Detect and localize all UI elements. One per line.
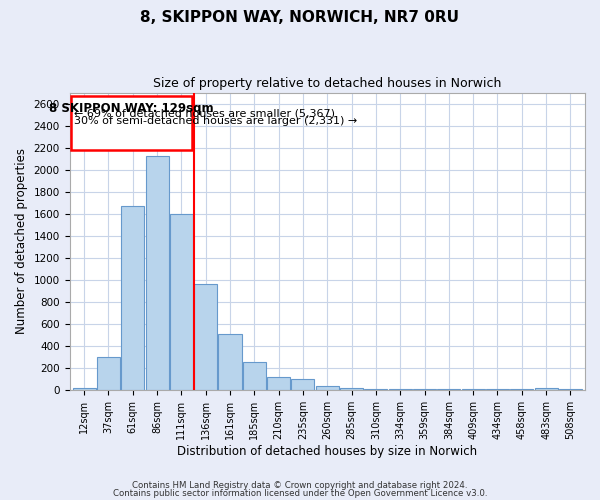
Bar [292, 380, 314, 390]
Bar [364, 388, 388, 390]
Y-axis label: Number of detached properties: Number of detached properties [15, 148, 28, 334]
Bar [316, 386, 339, 390]
Bar [170, 214, 193, 390]
Text: Contains public sector information licensed under the Open Government Licence v3: Contains public sector information licen… [113, 488, 487, 498]
Text: 8, SKIPPON WAY, NORWICH, NR7 0RU: 8, SKIPPON WAY, NORWICH, NR7 0RU [140, 10, 460, 25]
Bar [73, 388, 95, 390]
Bar [146, 156, 169, 390]
Bar [218, 334, 242, 390]
Bar [121, 206, 144, 390]
Bar [97, 358, 120, 390]
Bar [243, 362, 266, 390]
Text: 8 SKIPPON WAY: 129sqm: 8 SKIPPON WAY: 129sqm [49, 102, 214, 115]
X-axis label: Distribution of detached houses by size in Norwich: Distribution of detached houses by size … [177, 444, 478, 458]
Bar [535, 388, 557, 390]
Text: ← 69% of detached houses are smaller (5,367): ← 69% of detached houses are smaller (5,… [74, 108, 335, 118]
Bar [340, 388, 363, 390]
Text: Contains HM Land Registry data © Crown copyright and database right 2024.: Contains HM Land Registry data © Crown c… [132, 481, 468, 490]
Title: Size of property relative to detached houses in Norwich: Size of property relative to detached ho… [153, 78, 502, 90]
Bar [194, 284, 217, 390]
Bar [71, 96, 191, 150]
Text: 30% of semi-detached houses are larger (2,331) →: 30% of semi-detached houses are larger (… [74, 116, 358, 126]
Bar [267, 376, 290, 390]
